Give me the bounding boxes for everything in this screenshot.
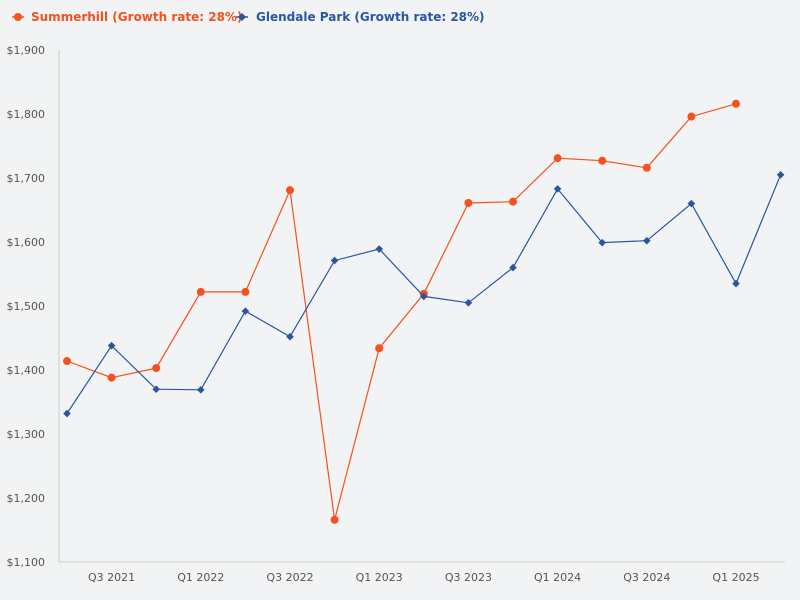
legend-item-glendale-park[interactable]: Glendale Park (Growth rate: 28%): [236, 10, 485, 24]
y-tick-label: $1,900: [7, 44, 46, 57]
x-tick-label: Q3 2023: [445, 571, 492, 584]
series-0: [63, 99, 740, 524]
data-point[interactable]: [643, 236, 651, 245]
y-tick-label: $1,400: [7, 364, 46, 377]
data-point[interactable]: [196, 287, 205, 296]
data-point[interactable]: [776, 171, 785, 179]
data-point[interactable]: [420, 292, 428, 301]
series-line: [66, 103, 737, 520]
legend-item-summerhill[interactable]: Summerhill (Growth rate: 28%): [12, 10, 242, 24]
series-layer: [63, 99, 785, 524]
data-point[interactable]: [598, 156, 607, 165]
x-tick-label: Q1 2025: [712, 571, 759, 584]
y-tick-label: $1,700: [7, 172, 46, 185]
data-point[interactable]: [732, 99, 740, 108]
y-tick-label: $1,100: [7, 556, 46, 569]
x-tick-label: Q1 2023: [356, 571, 403, 584]
x-tick-label: Q1 2022: [177, 571, 224, 584]
data-point[interactable]: [464, 198, 473, 207]
data-point[interactable]: [687, 112, 696, 121]
data-point[interactable]: [598, 238, 606, 247]
y-tick-label: $1,500: [7, 300, 46, 313]
y-tick-label: $1,300: [7, 428, 46, 441]
data-point[interactable]: [553, 185, 562, 193]
y-axis-ticks: $1,100 $1,200 $1,300 $1,400 $1,500 $1,600 $1,7…: [7, 44, 46, 569]
data-point[interactable]: [241, 307, 250, 315]
legend: Summerhill (Growth rate: 28%) Glendale P…: [12, 10, 485, 24]
legend-marker-summerhill: [14, 13, 22, 21]
data-point[interactable]: [152, 385, 160, 393]
data-point[interactable]: [330, 515, 339, 524]
x-tick-label: Q1 2024: [534, 571, 581, 584]
data-point[interactable]: [732, 279, 740, 288]
data-point[interactable]: [107, 373, 116, 382]
data-point[interactable]: [509, 263, 517, 272]
legend-marker-glendale-park: [238, 13, 246, 21]
x-axis-ticks: Q3 2021 Q1 2022 Q3 2022 Q1 2023 Q3 2023 Q1 20…: [88, 571, 760, 584]
legend-label-glendale-park: Glendale Park (Growth rate: 28%): [256, 10, 485, 24]
data-point[interactable]: [107, 341, 116, 350]
data-point[interactable]: [286, 332, 294, 341]
data-point[interactable]: [375, 245, 383, 253]
data-point[interactable]: [286, 186, 294, 195]
data-point[interactable]: [553, 154, 562, 163]
data-point[interactable]: [464, 299, 473, 307]
legend-label-summerhill: Summerhill (Growth rate: 28%): [31, 10, 242, 24]
x-tick-label: Q3 2022: [266, 571, 313, 584]
y-tick-label: $1,800: [7, 108, 46, 121]
y-tick-label: $1,200: [7, 492, 46, 505]
data-point[interactable]: [687, 199, 696, 208]
data-point[interactable]: [152, 364, 161, 373]
data-point[interactable]: [330, 256, 339, 265]
x-tick-label: Q3 2021: [88, 571, 135, 584]
data-point[interactable]: [197, 386, 205, 394]
data-point[interactable]: [509, 197, 517, 206]
data-point[interactable]: [642, 163, 651, 172]
x-tick-label: Q3 2024: [623, 571, 670, 584]
data-point[interactable]: [241, 287, 250, 296]
data-point[interactable]: [375, 344, 384, 353]
series-1: [63, 171, 785, 418]
data-point[interactable]: [63, 357, 71, 366]
data-point[interactable]: [63, 409, 71, 418]
y-tick-label: $1,600: [7, 236, 46, 249]
